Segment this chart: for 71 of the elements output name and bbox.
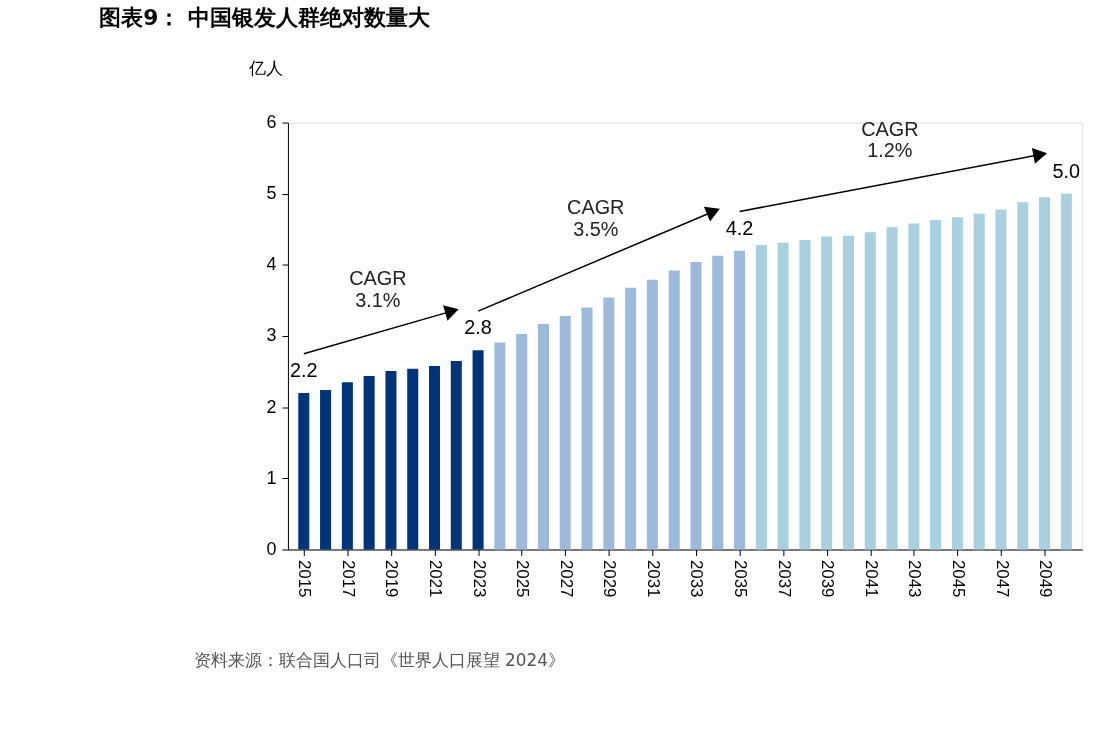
x-tick-label: 2023 xyxy=(469,559,489,598)
y-tick-label: 4 xyxy=(266,254,277,275)
bar xyxy=(821,236,833,550)
bar xyxy=(777,242,789,550)
bar xyxy=(690,262,702,550)
bar xyxy=(472,350,484,550)
bar xyxy=(407,368,419,550)
y-tick-label: 1 xyxy=(266,467,277,488)
bar xyxy=(995,209,1007,550)
bar xyxy=(951,217,963,550)
x-tick-label: 2037 xyxy=(774,559,794,598)
bar xyxy=(320,390,332,550)
annotation: CAGR 1.2% xyxy=(861,117,919,162)
bar xyxy=(429,365,441,550)
bar xyxy=(450,360,462,550)
x-tick-label: 2031 xyxy=(643,559,663,598)
annotation: CAGR 3.1% xyxy=(349,267,407,311)
text: 资料来源：联合国人口司《世界人口展望 2024》 xyxy=(193,649,565,670)
bar xyxy=(1039,197,1051,550)
bar xyxy=(930,220,942,550)
bar xyxy=(1060,193,1072,550)
y-tick-label: 3 xyxy=(266,325,277,346)
x-tick-label: 2041 xyxy=(861,559,881,598)
bar xyxy=(298,392,310,550)
x-tick-label: 2021 xyxy=(426,559,446,598)
x-tick-label: 2033 xyxy=(687,559,707,598)
bar xyxy=(799,239,811,550)
bar xyxy=(842,235,854,550)
x-tick-label: 2027 xyxy=(556,559,576,598)
x-tick-label: 2015 xyxy=(295,559,315,598)
bar xyxy=(864,232,876,550)
bar xyxy=(341,382,353,550)
bar xyxy=(385,370,397,550)
data-label: 2.2 xyxy=(289,359,318,382)
data-label: 2.8 xyxy=(464,316,492,339)
bar xyxy=(363,375,375,550)
bar xyxy=(559,316,571,550)
bar xyxy=(734,250,746,550)
x-tick-label: 2035 xyxy=(731,559,751,598)
y-axis-title: 亿人 xyxy=(247,59,283,79)
bar xyxy=(908,223,920,550)
bar xyxy=(886,227,898,550)
data-label: 5.0 xyxy=(1052,159,1081,182)
x-tick-label: 2019 xyxy=(382,559,402,598)
x-tick-label: 2049 xyxy=(1036,559,1056,598)
y-tick-label: 0 xyxy=(266,538,277,559)
x-tick-label: 2017 xyxy=(338,559,358,598)
chart-title: 图表9： 中国银发人群绝对数量大 xyxy=(99,5,432,31)
bar xyxy=(581,307,593,550)
bar xyxy=(712,255,724,550)
annotation: CAGR 3.5% xyxy=(567,195,625,240)
bar xyxy=(516,333,528,550)
bar xyxy=(494,342,506,550)
x-tick-label: 2025 xyxy=(513,559,533,598)
y-tick-label: 5 xyxy=(266,183,277,204)
x-tick-label: 2029 xyxy=(600,559,620,598)
bar xyxy=(973,213,985,550)
bar xyxy=(1017,202,1029,550)
x-tick-label: 2047 xyxy=(992,559,1012,598)
bar xyxy=(646,279,658,550)
bar xyxy=(755,244,767,550)
y-tick-label: 6 xyxy=(266,112,277,133)
x-tick-label: 2043 xyxy=(905,559,925,598)
data-label: 4.2 xyxy=(725,216,754,239)
bar xyxy=(603,297,615,550)
x-tick-label: 2039 xyxy=(818,559,838,598)
y-tick-label: 2 xyxy=(266,396,277,417)
bar xyxy=(625,287,637,550)
bar xyxy=(537,323,549,550)
bar xyxy=(668,270,680,550)
x-tick-label: 2045 xyxy=(948,559,968,598)
